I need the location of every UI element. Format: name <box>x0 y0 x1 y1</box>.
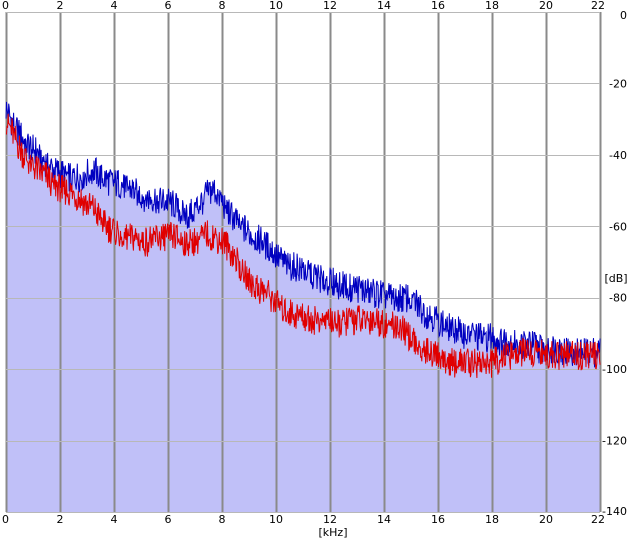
y-tick-label: -40 <box>609 149 627 162</box>
x-tick-label-bottom: 18 <box>485 513 499 526</box>
x-tick-label-bottom: 22 <box>591 513 605 526</box>
x-tick-label-top: 4 <box>111 0 118 12</box>
y-ticks: 0 -20 -40 -60 -80 -100 -120 -140 <box>602 9 627 518</box>
x-tick-label-bottom: 14 <box>377 513 391 526</box>
y-axis-label: [dB] <box>604 272 627 285</box>
x-tick-label-top: 14 <box>377 0 391 12</box>
x-tick-label-bottom: 16 <box>431 513 445 526</box>
x-ticks-top: 0 2 4 6 8 10 12 14 16 18 20 22 <box>2 0 605 12</box>
y-tick-label: -140 <box>602 505 627 518</box>
x-tick-label-top: 16 <box>431 0 445 12</box>
x-tick-label-bottom: 0 <box>2 513 9 526</box>
x-tick-label-bottom: 6 <box>165 513 172 526</box>
y-tick-label: -80 <box>609 292 627 305</box>
x-tick-label-top: 6 <box>165 0 172 12</box>
x-tick-label-bottom: 10 <box>269 513 283 526</box>
x-tick-label-bottom: 2 <box>57 513 64 526</box>
y-tick-label: -120 <box>602 435 627 448</box>
x-ticks-bottom: 0 2 4 6 8 10 12 14 16 18 20 22 <box>2 513 605 526</box>
x-axis-label: [kHz] <box>319 526 348 539</box>
series-red-line <box>5 113 601 379</box>
grid <box>5 12 602 513</box>
x-tick-label-bottom: 4 <box>111 513 118 526</box>
x-tick-label-top: 18 <box>485 0 499 12</box>
x-tick-label-top: 20 <box>539 0 553 12</box>
x-tick-label-top: 22 <box>591 0 605 12</box>
series-blue-line <box>5 101 601 368</box>
x-tick-label-bottom: 12 <box>323 513 337 526</box>
x-tick-label-bottom: 8 <box>219 513 226 526</box>
x-tick-label-top: 2 <box>57 0 64 12</box>
y-tick-label: -60 <box>609 220 627 233</box>
x-tick-label-top: 8 <box>219 0 226 12</box>
x-tick-label-top: 12 <box>323 0 337 12</box>
x-tick-label-bottom: 20 <box>539 513 553 526</box>
x-tick-label-top: 10 <box>269 0 283 12</box>
y-tick-label: -20 <box>609 77 627 90</box>
y-tick-label: 0 <box>620 9 627 22</box>
x-tick-label-top: 0 <box>2 0 9 12</box>
y-tick-label: -100 <box>602 363 627 376</box>
